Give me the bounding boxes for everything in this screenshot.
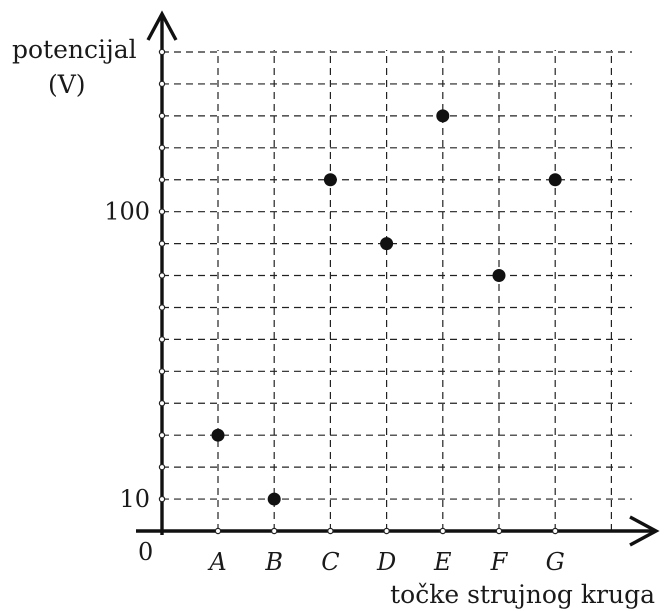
grid: [162, 50, 632, 531]
x-axis-arrow: [629, 515, 660, 547]
y-tick-mark: [158, 48, 166, 56]
data-point-C: [323, 173, 337, 187]
axes: [136, 10, 660, 547]
y-axis-arrow: [146, 10, 178, 41]
x-tick-label-D: D: [376, 548, 396, 576]
y-tick-mark: [158, 144, 166, 151]
y-tick-mark: [158, 400, 166, 407]
y-axis-title-line1: potencijal: [12, 35, 137, 64]
y-tick-mark: [158, 432, 166, 439]
y-tick-mark: [158, 463, 166, 471]
data-points: [211, 109, 562, 506]
x-tick-label-B: B: [264, 548, 283, 576]
data-point-G: [548, 173, 562, 187]
x-tick-mark: [327, 527, 334, 535]
x-tick-mark: [552, 527, 559, 535]
data-point-B: [267, 492, 281, 506]
y-tick-mark: [158, 495, 166, 503]
y-axis-title-line2: (V): [48, 70, 86, 99]
x-tick-mark: [439, 527, 446, 535]
y-tick-mark: [158, 112, 166, 120]
x-tick-mark: [495, 527, 503, 535]
x-tick-mark: [214, 527, 222, 535]
x-axis-title: točke strujnog kruga: [390, 580, 655, 609]
y-tick-mark: [158, 208, 166, 215]
data-point-E: [436, 109, 450, 123]
data-point-D: [380, 237, 394, 251]
x-tick-label-C: C: [321, 548, 339, 576]
x-tick-mark: [271, 527, 278, 535]
x-tick-mark: [383, 527, 390, 535]
x-tick-label-G: G: [546, 548, 565, 576]
y-tick-mark: [158, 272, 166, 279]
tick-marks: [158, 48, 559, 535]
y-tick-mark: [158, 336, 166, 343]
origin-label: 0: [138, 538, 153, 566]
data-point-F: [492, 269, 506, 283]
y-tick-mark: [158, 80, 166, 88]
y-tick-labels: 10 100: [104, 198, 150, 513]
y-tick-mark: [158, 304, 166, 311]
y-tick-label-100: 100: [104, 198, 150, 226]
y-tick-mark: [158, 240, 166, 247]
y-tick-label-10: 10: [119, 485, 150, 513]
x-tick-label-E: E: [433, 548, 452, 576]
data-point-A: [211, 428, 225, 442]
y-tick-mark: [158, 368, 166, 375]
x-tick-label-F: F: [490, 548, 509, 576]
x-tick-label-A: A: [207, 548, 226, 576]
x-category-labels: A B C D E F G: [207, 548, 564, 576]
y-tick-mark: [158, 176, 166, 183]
